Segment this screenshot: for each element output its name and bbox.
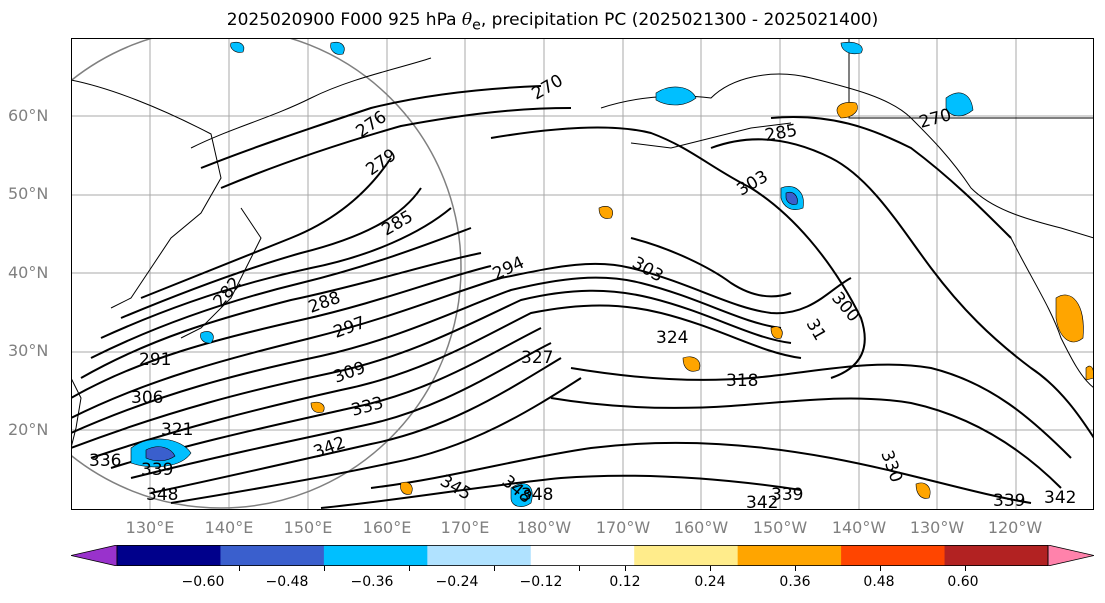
precip-shading	[130, 41, 1094, 507]
contour-label: 321	[161, 420, 193, 440]
lat-label-40n: 40°N	[8, 263, 49, 282]
map-svg: 270 270 276 279 285 285 282 288 291 294 …	[71, 38, 1094, 510]
colorbar-tick	[625, 566, 626, 571]
range-circle	[71, 38, 462, 509]
contour-label: 291	[139, 350, 171, 370]
contour-label: 31	[802, 316, 830, 345]
colorbar-label: 0.48	[863, 574, 895, 590]
colorbar-tick	[409, 566, 410, 571]
colorbar	[70, 544, 1095, 567]
colorbar-tick	[579, 566, 580, 571]
contour-label: 318	[726, 371, 758, 391]
contour-label: 342	[1044, 488, 1076, 508]
colorbar-segment	[323, 545, 428, 566]
contour-label: 339	[141, 460, 173, 480]
colorbar-segment	[530, 545, 635, 566]
colorbar-segment	[944, 545, 1049, 566]
colorbar-label: −0.36	[350, 574, 394, 590]
colorbar-label: −0.60	[181, 574, 225, 590]
contour-label: 306	[131, 388, 163, 408]
colorbar-segment	[117, 545, 221, 566]
lon-label: 150°E	[283, 518, 333, 537]
contour-label: 285	[763, 121, 798, 146]
contour-label: 339	[993, 491, 1025, 510]
contour-label: 342	[746, 493, 778, 510]
colorbar-segments	[70, 544, 1095, 567]
map-title: 2025020900 F000 925 hPa θe, precipitatio…	[226, 10, 879, 34]
lon-label: 140°W	[831, 518, 887, 537]
colorbar-tick	[965, 566, 966, 571]
colorbar-tick	[239, 566, 240, 571]
contour-label: 297	[331, 313, 368, 343]
colorbar-tick	[324, 566, 325, 571]
contour-label: 339	[771, 485, 803, 505]
colorbar-svg	[70, 544, 1095, 567]
lon-label: 120°W	[987, 518, 1043, 537]
lon-label: 170°E	[440, 518, 490, 537]
lon-label: 170°W	[595, 518, 651, 537]
lon-label: 130°W	[909, 518, 965, 537]
colorbar-label: −0.24	[435, 574, 479, 590]
contour-label: 270	[529, 71, 567, 105]
colorbar-label: 0.36	[779, 574, 811, 590]
colorbar-segment	[220, 545, 325, 566]
colorbar-label: 0.12	[609, 574, 641, 590]
colorbar-tick	[795, 566, 796, 571]
lat-label-20n: 20°N	[8, 420, 49, 439]
contour-label: 333	[349, 393, 386, 421]
colorbar-tick	[880, 566, 881, 571]
lon-label: 160°E	[362, 518, 412, 537]
colorbar-extend-low	[70, 544, 118, 567]
colorbar-label: 0.60	[947, 574, 979, 590]
contour-label: 270	[917, 105, 954, 133]
contour-label: 285	[379, 207, 417, 241]
colorbar-tick	[494, 566, 495, 571]
contour-label: 348	[521, 485, 553, 505]
colorbar-tick	[710, 566, 711, 571]
contour-label: 300	[827, 288, 863, 326]
lon-label: 140°E	[204, 518, 254, 537]
colorbar-segment	[427, 545, 532, 566]
contour-label: 324	[656, 328, 688, 348]
colorbar-label: −0.48	[265, 574, 309, 590]
colorbar-segment	[634, 545, 739, 566]
contour-label: 279	[362, 145, 400, 180]
contour-label: 294	[490, 253, 528, 285]
map-panel: 270 270 276 279 285 285 282 288 291 294 …	[71, 38, 1094, 510]
coastlines	[71, 38, 1094, 449]
lon-label: 180°W	[516, 518, 572, 537]
contour-label: 342	[311, 433, 348, 463]
lat-label-50n: 50°N	[8, 184, 49, 203]
lon-label: 150°W	[752, 518, 808, 537]
lat-label-60n: 60°N	[8, 106, 49, 125]
lon-label: 160°W	[673, 518, 729, 537]
colorbar-label: −0.12	[519, 574, 563, 590]
contour-label: 309	[331, 358, 368, 388]
contour-label: 348	[146, 485, 178, 505]
contour-label: 288	[306, 288, 343, 318]
colorbar-label: 0.24	[694, 574, 726, 590]
colorbar-segment	[737, 545, 842, 566]
contour-label: 336	[89, 451, 121, 471]
lat-label-30n: 30°N	[8, 341, 49, 360]
colorbar-extend-high	[1047, 544, 1095, 567]
colorbar-outline	[116, 545, 1049, 567]
lon-label: 130°E	[125, 518, 175, 537]
contour-label: 330	[876, 448, 906, 485]
colorbar-segment	[841, 545, 946, 566]
contour-label: 327	[521, 348, 553, 368]
gridlines	[71, 38, 1094, 510]
